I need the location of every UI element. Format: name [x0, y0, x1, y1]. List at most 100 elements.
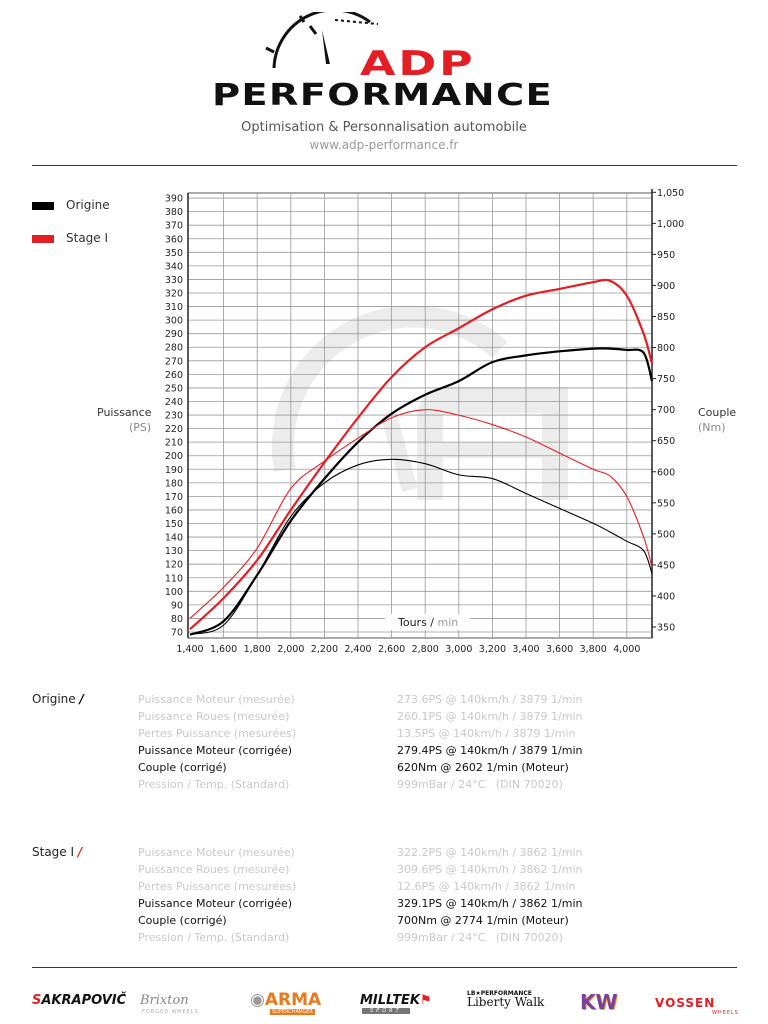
result-value: 329.1PS @ 140km/h / 3862 1/min — [397, 897, 583, 910]
y-tick-label: 260 — [165, 370, 183, 381]
y-tick-label: 150 — [165, 519, 183, 530]
result-label: Puissance Roues (mesurée) — [138, 863, 290, 876]
brand-akrapovic: SAKRAPOVIČ — [32, 993, 127, 1008]
result-value: 273.6PS @ 140km/h / 3879 1/min — [397, 693, 583, 706]
y-tick-label: 160 — [165, 505, 183, 516]
result-value: 13.5PS @ 140km/h / 3879 1/min — [397, 727, 576, 740]
x-tick-label: 2,000 — [277, 644, 304, 655]
legend-swatch-origine — [32, 202, 54, 210]
brand-brixton-sub: FORGED WHEELS — [142, 1009, 199, 1015]
y-tick-label: 380 — [165, 207, 183, 218]
logo-performance: PERFORMANCE — [212, 78, 553, 113]
x-tick-label: 3,600 — [546, 644, 573, 655]
y-tick-label: 340 — [165, 261, 183, 272]
y-tick-label: 130 — [165, 546, 183, 557]
y2-tick-label: 600 — [657, 467, 675, 478]
result-label: Puissance Moteur (mesurée) — [138, 846, 295, 859]
legend-swatch-stage1 — [32, 235, 54, 243]
result-label: Pression / Temp. (Standard) — [138, 931, 290, 944]
y-tick-label: 280 — [165, 343, 183, 354]
x-tick-label: 2,800 — [412, 644, 439, 655]
brand-vossen-sub: WHEELS — [712, 1010, 739, 1016]
y-tick-label: 230 — [165, 411, 183, 422]
x-axis-title: Tours — [397, 616, 427, 629]
y-tick-label: 240 — [165, 397, 183, 408]
x-tick-label: 1,600 — [210, 644, 237, 655]
dyno-chart: 70 80 90 100 110 120 130 140 150 160 170 180 190 200 2… — [165, 188, 684, 655]
x-tick-label: 2,200 — [311, 644, 338, 655]
brand-vossen: VOSSEN — [655, 996, 716, 1010]
result-value: 999mBar / 24°C (DIN 70020) — [397, 778, 563, 791]
origine-power-curve — [189, 347, 654, 636]
y-tick-label: 370 — [165, 221, 183, 232]
result-value: 700Nm @ 2774 1/min (Moteur) — [397, 914, 569, 927]
x-tick-label: 3,800 — [580, 644, 607, 655]
y-axis-unit: (PS) — [129, 421, 152, 434]
result-label: Couple (corrigé) — [138, 914, 227, 927]
y-tick-label: 80 — [171, 614, 183, 625]
result-label: Puissance Moteur (mesurée) — [138, 693, 295, 706]
x-axis-label-bg — [385, 614, 470, 630]
svg-text:Tours / min: Tours / min — [397, 616, 458, 629]
result-value: 322.2PS @ 140km/h / 3862 1/min — [397, 846, 583, 859]
stage1-torque-curve — [189, 409, 653, 619]
y-tick-label: 270 — [165, 356, 183, 367]
y2-tick-label: 800 — [657, 343, 675, 354]
legend-label-stage1: Stage I — [66, 231, 109, 245]
x-tick-label: 1,400 — [176, 644, 203, 655]
y-tick-label: 190 — [165, 465, 183, 476]
y-tick-label: 220 — [165, 424, 183, 435]
x-axis-unit: min — [438, 616, 459, 629]
result-label: Couple (corrigé) — [138, 761, 227, 774]
y-tick-label: 320 — [165, 289, 183, 300]
y2-tick-label: 850 — [657, 312, 675, 323]
result-label: Puissance Roues (mesurée) — [138, 710, 290, 723]
y2-tick-label: 700 — [657, 405, 675, 416]
origine-torque-curve — [189, 458, 653, 635]
y2-tick-label: 400 — [657, 591, 675, 602]
result-label: Pertes Puissance (mesurées) — [138, 727, 297, 740]
brand-kw: KW — [580, 990, 618, 1014]
y-tick-label: 170 — [165, 492, 183, 503]
y2-tick-label: 750 — [657, 374, 675, 385]
brand-arma: ◉ARMA — [250, 990, 322, 1010]
y-tick-label: 350 — [165, 248, 183, 259]
divider — [32, 165, 737, 166]
result-value: 12.6PS @ 140km/h / 3862 1/min — [397, 880, 576, 893]
logo-gauge-icon — [265, 12, 379, 69]
brand-milltek: MILLTEK⚑ — [360, 993, 432, 1008]
website-link[interactable]: www.adp-performance.fr — [309, 138, 459, 152]
y2-axis-title: Couple — [698, 406, 737, 419]
y-tick-label: 210 — [165, 438, 183, 449]
result-label: Pression / Temp. (Standard) — [138, 778, 290, 791]
y-tick-label: 140 — [165, 533, 183, 544]
brand-brixton: Brixton — [140, 993, 189, 1008]
y-tick-label: 300 — [165, 316, 183, 327]
y2-tick-label: 350 — [657, 623, 675, 634]
y-tick-label: 310 — [165, 302, 183, 313]
y-tick-label: 390 — [165, 194, 183, 205]
x-tick-label: 2,600 — [378, 644, 405, 655]
y-tick-label: 180 — [165, 478, 183, 489]
y-tick-label: 200 — [165, 451, 183, 462]
result-value: 279.4PS @ 140km/h / 3879 1/min — [397, 744, 583, 757]
y-tick-label: 330 — [165, 275, 183, 286]
result-label: Puissance Moteur (corrigée) — [138, 897, 293, 910]
y2-axis-unit: (Nm) — [698, 421, 726, 434]
result-label: Pertes Puissance (mesurées) — [138, 880, 297, 893]
y2-tick-label: 500 — [657, 529, 675, 540]
result-value: 309.6PS @ 140km/h / 3862 1/min — [397, 863, 583, 876]
y2-tick-label: 550 — [657, 498, 675, 509]
y2-tick-label: 950 — [657, 250, 675, 261]
brand-arma-sub: SUPERCHARGER — [270, 1009, 315, 1015]
y-tick-label: 120 — [165, 560, 183, 571]
logo-adp: ADP — [360, 44, 476, 84]
watermark-logo — [271, 305, 568, 500]
y-tick-label: 360 — [165, 234, 183, 245]
x-tick-label: 4,000 — [613, 644, 640, 655]
x-tick-label: 3,200 — [479, 644, 506, 655]
brand-milltek-sub: SPORT — [362, 1008, 410, 1014]
result-section-title: Stage I / — [32, 845, 83, 859]
y-tick-label: 110 — [165, 573, 183, 584]
y2-tick-label: 450 — [657, 560, 675, 571]
